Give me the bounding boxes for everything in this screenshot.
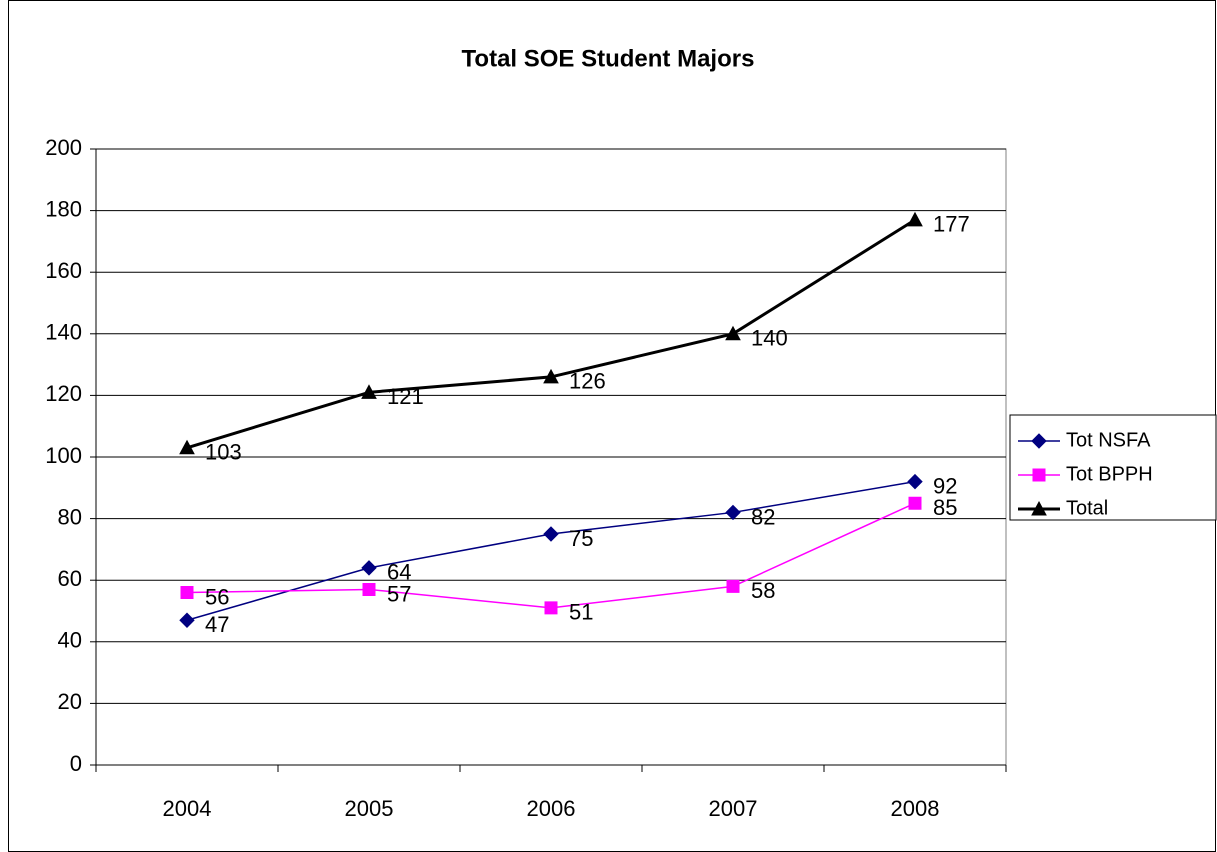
data-point — [361, 560, 377, 576]
y-tick-label: 160 — [45, 258, 82, 283]
y-tick-label: 120 — [45, 381, 82, 406]
x-tick-label: 2008 — [891, 796, 940, 821]
data-point — [907, 473, 923, 490]
legend-label: Tot BPPH — [1066, 463, 1153, 485]
y-tick-label: 140 — [45, 320, 82, 345]
data-point — [907, 211, 923, 227]
data-point — [543, 526, 559, 542]
data-point — [543, 368, 559, 384]
data-label: 92 — [933, 473, 957, 498]
data-point — [179, 612, 195, 628]
data-point — [544, 601, 558, 615]
x-tick-label: 2006 — [527, 796, 576, 821]
data-label: 177 — [933, 212, 970, 237]
data-point — [726, 579, 740, 593]
y-tick-label: 20 — [58, 689, 82, 714]
data-label: 58 — [751, 578, 775, 603]
y-tick-label: 200 — [45, 135, 82, 160]
data-point — [179, 439, 195, 455]
data-label: 75 — [569, 526, 593, 551]
data-label: 47 — [205, 612, 229, 637]
data-label: 82 — [751, 504, 775, 529]
legend-label: Total — [1066, 497, 1108, 519]
data-point — [361, 384, 377, 399]
data-point — [362, 582, 376, 596]
y-tick-label: 100 — [45, 443, 82, 468]
data-point — [725, 504, 741, 521]
legend-label: Tot NSFA — [1066, 429, 1151, 451]
legend-marker — [1032, 468, 1046, 482]
data-label: 103 — [205, 440, 242, 465]
y-tick-label: 40 — [58, 628, 82, 653]
y-tick-label: 80 — [58, 504, 82, 529]
data-label: 57 — [387, 581, 411, 606]
y-tick-label: 0 — [70, 751, 82, 776]
data-point — [180, 586, 194, 600]
y-tick-label: 180 — [45, 196, 82, 221]
legend — [1009, 414, 1217, 521]
data-point — [725, 325, 741, 341]
data-label: 56 — [205, 584, 229, 609]
data-label: 85 — [933, 495, 957, 520]
data-label: 64 — [387, 560, 411, 585]
legend-marker — [1031, 500, 1047, 516]
data-point — [908, 496, 922, 510]
legend-marker — [1031, 433, 1047, 449]
data-label: 140 — [751, 326, 788, 351]
chart-title: Total SOE Student Majors — [462, 45, 755, 72]
data-label: 126 — [569, 369, 606, 394]
x-tick-label: 2004 — [163, 796, 212, 821]
x-tick-label: 2007 — [709, 796, 758, 821]
x-tick-label: 2005 — [345, 796, 394, 821]
data-label: 51 — [569, 600, 593, 625]
y-tick-label: 60 — [58, 566, 82, 591]
data-label: 121 — [387, 384, 424, 409]
